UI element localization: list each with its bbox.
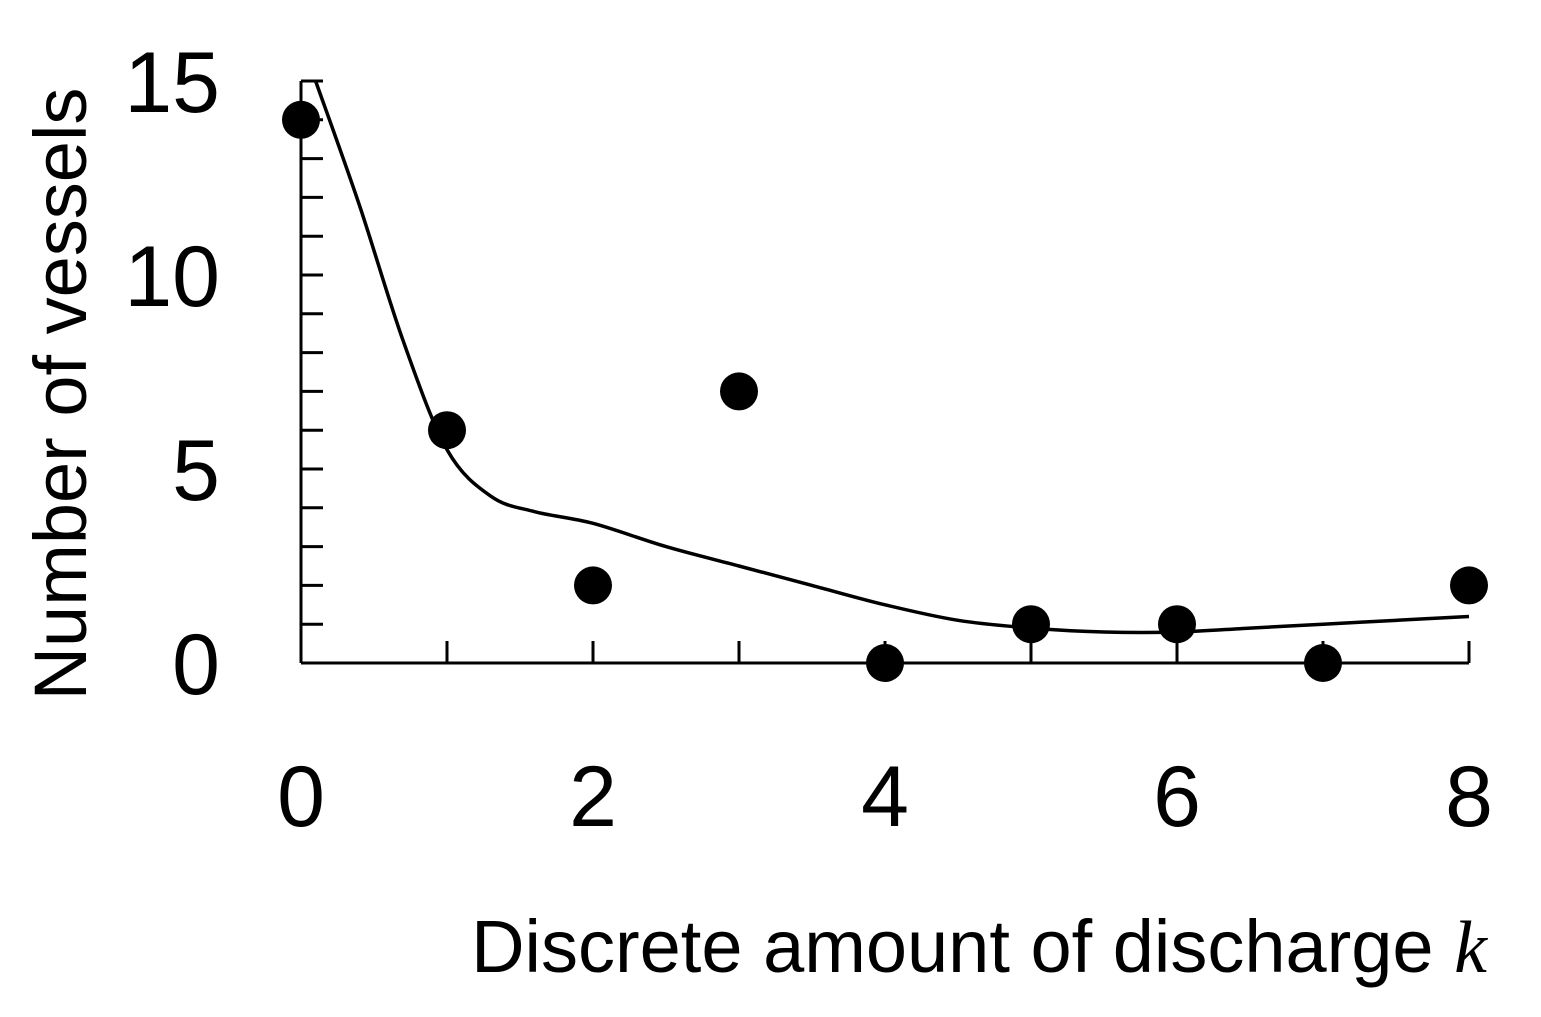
y-tick-label: 10	[124, 229, 220, 325]
x-axis-title: Discrete amount of discharge k	[471, 905, 1488, 989]
x-axis-title-text: Discrete amount of discharge	[471, 905, 1454, 988]
ticks	[299, 79, 1471, 665]
data-point	[1450, 566, 1488, 605]
x-axis-title-variable: k	[1454, 907, 1488, 989]
x-tick-label: 8	[1445, 749, 1493, 845]
data-point	[1012, 605, 1050, 644]
data-point	[1304, 644, 1342, 682]
data-point	[574, 566, 612, 605]
data-point	[282, 100, 320, 139]
data-point	[720, 372, 758, 411]
x-tick-label: 6	[1153, 749, 1201, 845]
series	[282, 80, 1488, 682]
y-tick-label: 0	[172, 617, 220, 713]
data-point	[866, 644, 904, 682]
y-tick-label: 15	[124, 35, 220, 131]
data-point	[428, 411, 466, 450]
x-tick-label: 2	[569, 749, 617, 845]
tick-labels: 0 2 4 6 8 0 5 10 15	[124, 35, 1493, 845]
fit-curve	[313, 80, 1470, 635]
axes	[299, 81, 1469, 665]
data-point	[1158, 605, 1196, 644]
x-tick-label: 4	[861, 749, 909, 845]
y-tick-label: 5	[172, 423, 220, 519]
x-tick-label: 0	[277, 749, 325, 845]
y-axis-title: Number of vessels	[19, 88, 102, 701]
